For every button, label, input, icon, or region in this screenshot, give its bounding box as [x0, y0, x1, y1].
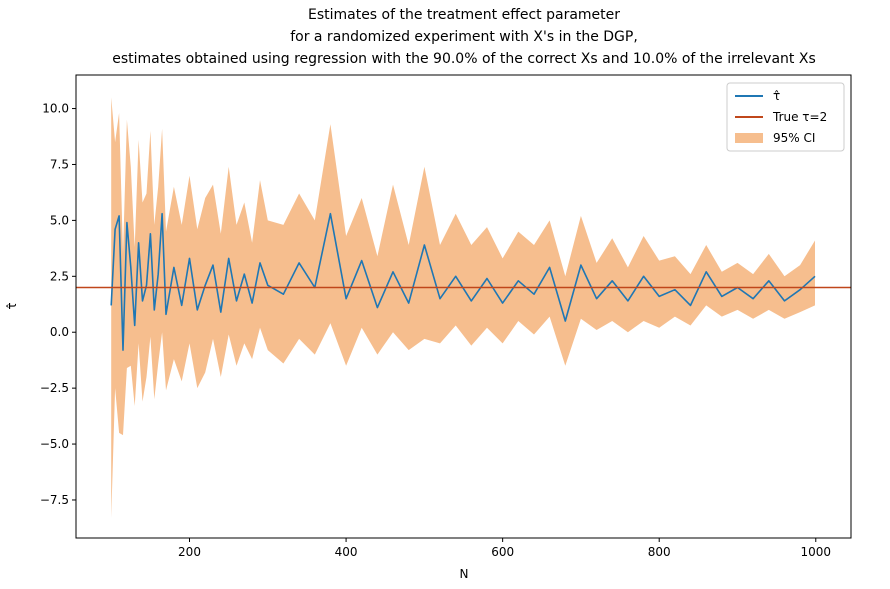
y-tick-label: −5.0: [40, 437, 69, 451]
chart-title-line-1: Estimates of the treatment effect parame…: [308, 7, 620, 23]
legend-label-true-tau: True τ=2: [772, 110, 827, 124]
legend-label-tau-hat: τ̂: [773, 89, 780, 103]
chart-title-line-2: for a randomized experiment with X's in …: [290, 29, 638, 45]
y-axis-label: τ̂: [5, 302, 19, 309]
x-tick-label: 400: [335, 545, 358, 559]
y-tick-label: 7.5: [50, 157, 69, 171]
tau-hat-line: [110, 212, 816, 351]
y-tick-label: −2.5: [40, 381, 69, 395]
plot-area: [76, 97, 851, 518]
y-tick-label: −7.5: [40, 493, 69, 507]
legend-label-ci: 95% CI: [773, 131, 815, 145]
legend-swatch-ci: [735, 133, 763, 143]
y-tick-label: 0.0: [50, 325, 69, 339]
tau-hat-line-layer: [110, 212, 816, 351]
x-tick-label: 600: [491, 545, 514, 559]
x-axis: 200 400 600 800 1000: [178, 538, 831, 559]
x-axis-label: N: [460, 567, 469, 581]
x-tick-label: 200: [178, 545, 201, 559]
y-tick-label: 5.0: [50, 213, 69, 227]
y-tick-label: 2.5: [50, 269, 69, 283]
y-axis: −7.5 −5.0 −2.5 0.0 2.5 5.0 7.5 10.0: [40, 102, 76, 507]
legend: τ̂ True τ=2 95% CI: [726, 82, 845, 152]
x-tick-label: 800: [648, 545, 671, 559]
chart-title-line-3: estimates obtained using regression with…: [112, 51, 816, 67]
y-tick-label: 10.0: [42, 102, 69, 116]
x-tick-label: 1000: [800, 545, 831, 559]
ci-band: [111, 97, 815, 518]
ci-band-layer: [111, 97, 815, 518]
axes-frame: [75, 74, 852, 539]
